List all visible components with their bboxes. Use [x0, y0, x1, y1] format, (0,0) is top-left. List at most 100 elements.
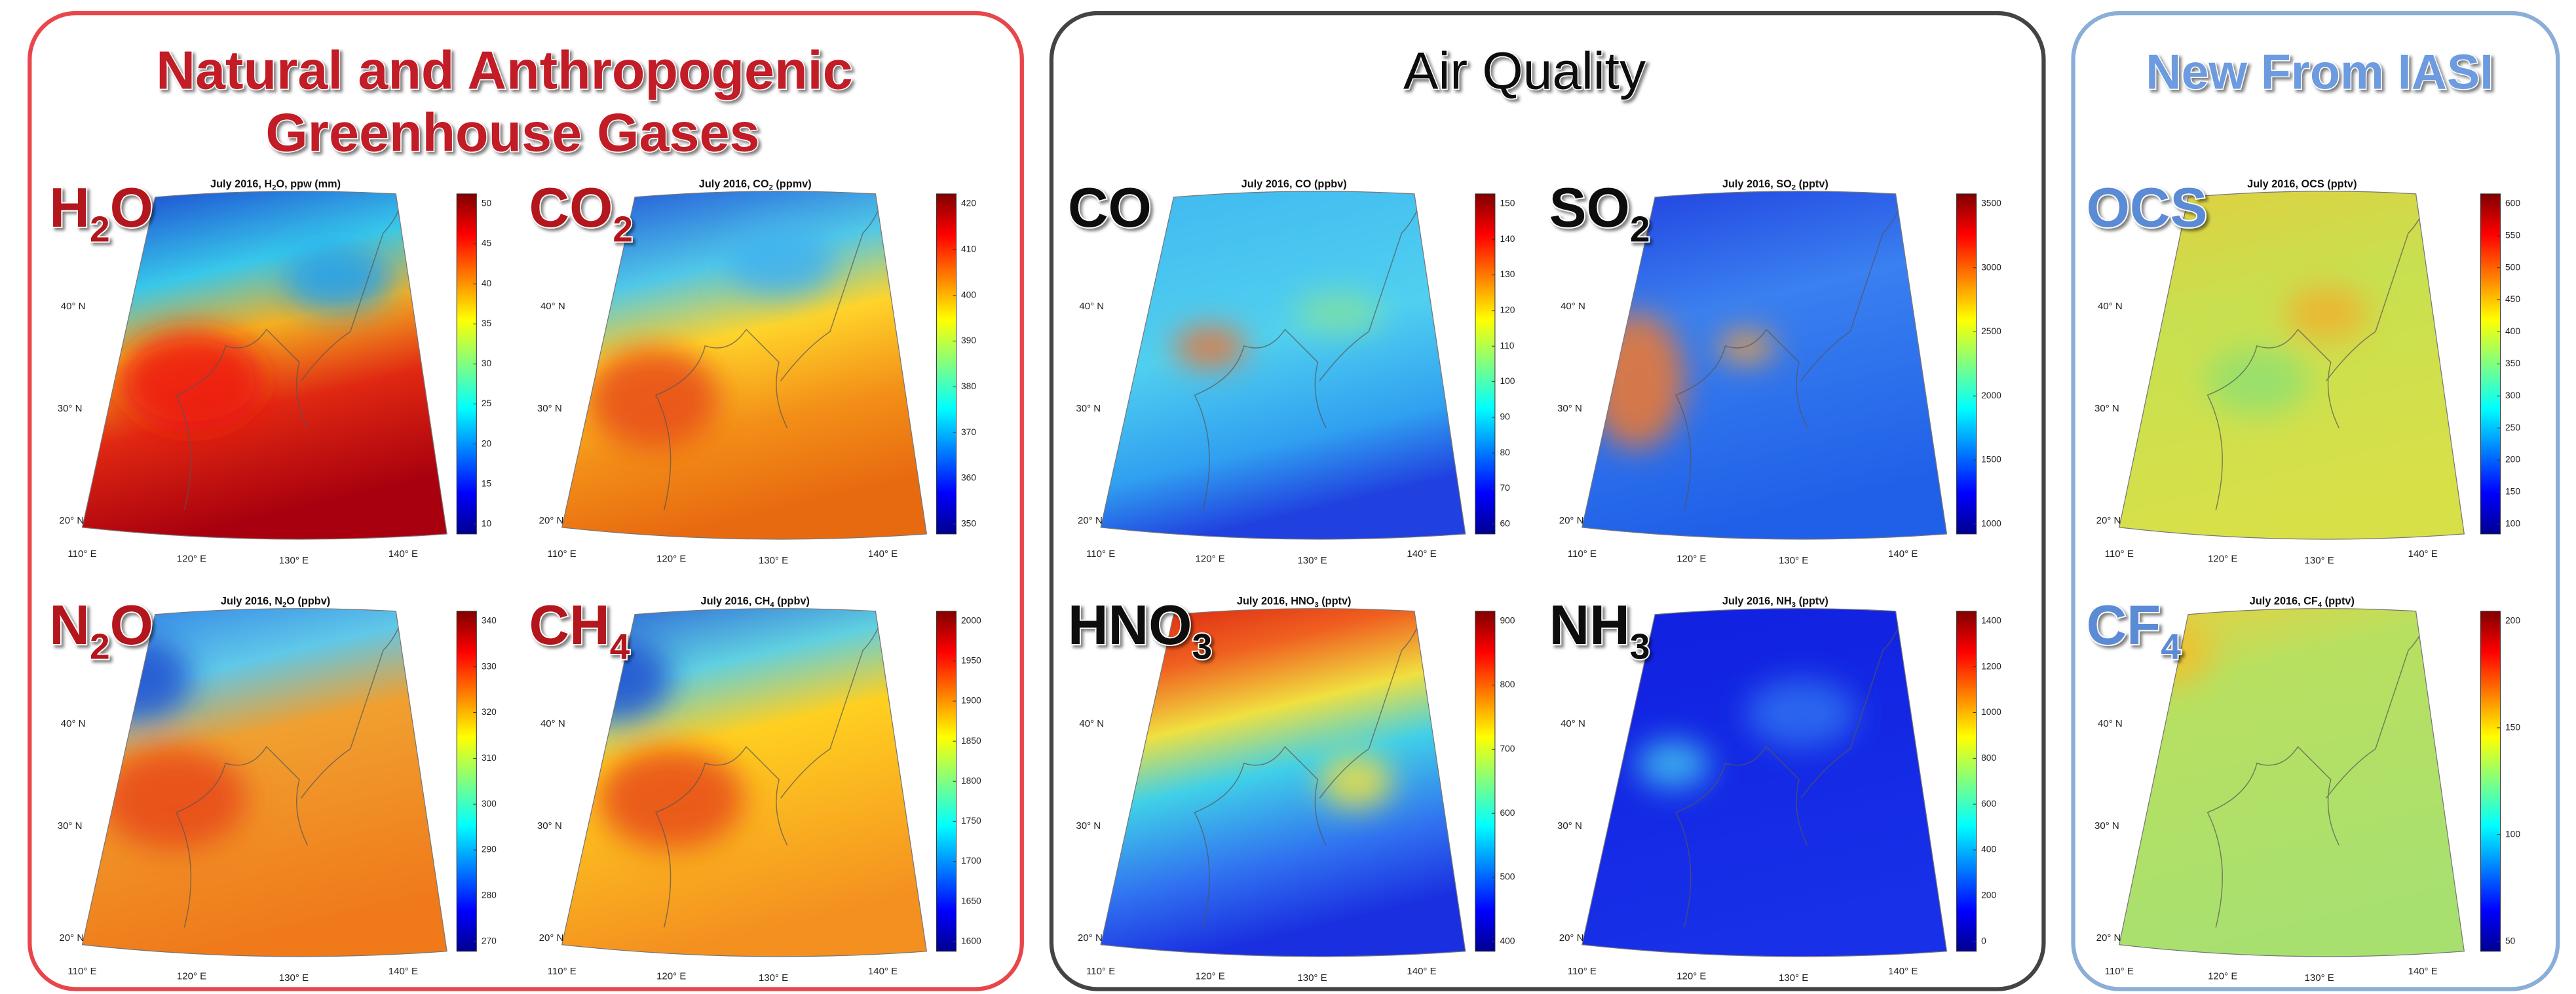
lon-label: 110° E — [1568, 548, 1597, 560]
map-outline — [81, 191, 447, 540]
colorbar-tick-label: 2000 — [1981, 391, 2001, 400]
gas-label-part: 3 — [1630, 626, 1650, 666]
colorbar-tick-label: 700 — [1500, 744, 1515, 754]
gas-label: NH3 — [1549, 594, 1650, 667]
map-outline — [1100, 608, 1466, 957]
coastline — [175, 608, 409, 928]
lon-label: 110° E — [2105, 966, 2134, 977]
map-outline — [561, 191, 928, 540]
map-field — [1101, 608, 1466, 957]
gas-label-part: SO — [1549, 177, 1630, 239]
gas-label-part: 2 — [613, 209, 633, 250]
colorbar-tick-label: 100 — [2505, 829, 2520, 839]
colorbar-tick-label: 110 — [1500, 341, 1514, 351]
map-texture — [2205, 191, 2434, 510]
map — [1100, 191, 1466, 540]
lon-label: 110° E — [2105, 548, 2134, 560]
map-title-part: July 2016, CO (ppbv) — [1241, 178, 1347, 190]
lon-label: 120° E — [177, 970, 206, 982]
map-field — [2119, 608, 2465, 957]
colorbar-tick-label: 90 — [1500, 412, 1510, 422]
lon-label: 130° E — [2305, 972, 2334, 984]
colorbar-tick-label: 1750 — [961, 816, 981, 826]
lon-label: 120° E — [656, 554, 686, 565]
colorbar-tick-label: 280 — [482, 890, 497, 900]
lon-label: 140° E — [388, 548, 418, 560]
map-title-part: (pptv) — [1796, 596, 1828, 607]
lat-label: 30° N — [1076, 820, 1101, 832]
colorbar-tick-label: 600 — [2505, 199, 2520, 208]
map — [1100, 608, 1466, 957]
map-title-part: July 2016, HNO — [1237, 596, 1315, 607]
lat-label: 40° N — [540, 301, 565, 312]
map-title-part: 3 — [1314, 601, 1318, 609]
gas-label-part: 2 — [90, 626, 110, 666]
gas-label-part: H — [49, 177, 90, 239]
gas-label: N2O — [49, 594, 153, 667]
gas-label: OCS — [2087, 177, 2208, 239]
lon-label: 130° E — [279, 972, 309, 984]
colorbar-tick-label: 1200 — [1981, 661, 2001, 671]
lon-label: 140° E — [1407, 966, 1436, 977]
lon-label: 140° E — [1888, 966, 1918, 977]
gas-label-part: CO — [529, 177, 613, 239]
colorbar-tick-label: 120 — [1500, 305, 1515, 315]
colorbar-tick-label: 360 — [961, 473, 976, 483]
lat-label: 20° N — [59, 932, 84, 944]
lon-label: 110° E — [1086, 966, 1115, 977]
map-title: July 2016, CO2 (ppmv) — [699, 178, 812, 192]
lat-label: 40° N — [2098, 301, 2123, 312]
map-title-part: July 2016, NH — [1722, 596, 1792, 607]
colorbar-tick-label: 1000 — [1981, 707, 2001, 717]
colorbar-tick-label: 410 — [961, 244, 976, 254]
colorbar-tick-label: 370 — [961, 427, 976, 437]
map-field — [561, 191, 927, 539]
lon-label: 120° E — [2208, 970, 2237, 982]
lat-label: 40° N — [1079, 718, 1104, 729]
lon-label: 130° E — [2305, 555, 2334, 566]
colorbar-tick-label: 320 — [482, 707, 497, 717]
group-box — [2071, 10, 2560, 991]
colorbar-tick-label: 340 — [482, 615, 497, 625]
map-title-part: July 2016, CO — [699, 178, 769, 190]
map-outline — [81, 608, 447, 957]
lon-label: 120° E — [177, 554, 206, 565]
lat-label: 20° N — [59, 515, 84, 526]
lat-label: 30° N — [537, 820, 562, 832]
colorbar-tick-label: 0 — [1981, 936, 1986, 946]
gas-label-part: O — [110, 177, 153, 239]
colorbar-tick-label: 50 — [482, 199, 492, 208]
colorbar — [1475, 193, 1496, 535]
lon-label: 140° E — [1407, 548, 1436, 560]
lon-label: 110° E — [1568, 966, 1597, 977]
coastline — [1675, 191, 1908, 510]
map-outline — [1100, 191, 1466, 540]
lat-label: 30° N — [58, 403, 83, 414]
map-title-part: 2 — [769, 184, 773, 192]
colorbar-tick-label: 1700 — [961, 856, 981, 866]
colorbar-tick-label: 400 — [961, 290, 976, 299]
gas-label-part: CO — [1068, 177, 1152, 239]
coastline — [1194, 608, 1427, 928]
colorbar-tick-label: 20 — [482, 438, 492, 448]
colorbar-tick-label: 800 — [1981, 753, 1996, 763]
coastline — [654, 608, 888, 928]
map-title-part: 4 — [770, 601, 774, 609]
map-texture — [1194, 608, 1427, 928]
map-title-part: O, ppw (mm) — [276, 178, 341, 190]
lat-label: 40° N — [1561, 718, 1585, 729]
lat-label: 30° N — [1557, 820, 1582, 832]
lat-label: 20° N — [539, 515, 564, 526]
map-texture — [1637, 608, 1908, 928]
colorbar-tick-label: 310 — [482, 753, 497, 763]
colorbar-tick-label: 1950 — [961, 656, 981, 666]
colorbar-tick-label: 1500 — [1981, 455, 2001, 465]
colorbar — [1475, 611, 1496, 952]
gas-label-part: O — [110, 594, 153, 657]
gas-label-part: 2 — [1630, 209, 1650, 250]
colorbar-tick-label: 250 — [2505, 423, 2520, 432]
colorbar-tick-label: 550 — [2505, 230, 2520, 240]
gas-label-part: CF — [2087, 594, 2161, 657]
lon-label: 110° E — [548, 966, 577, 977]
